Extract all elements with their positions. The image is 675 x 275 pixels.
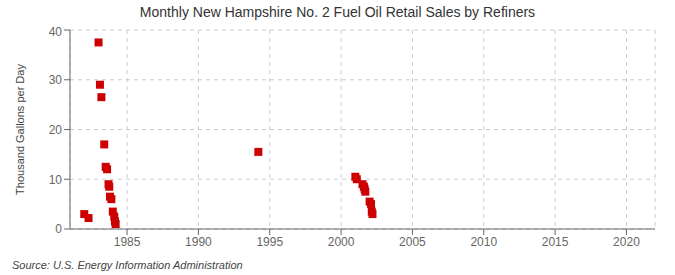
svg-text:0: 0	[55, 222, 62, 236]
svg-text:2000: 2000	[328, 235, 355, 249]
svg-text:20: 20	[49, 123, 63, 137]
svg-text:10: 10	[49, 173, 63, 187]
svg-text:2005: 2005	[399, 235, 426, 249]
svg-text:1990: 1990	[185, 235, 212, 249]
html-text:Source: U.S. Energy Informatio: Source: U.S. Energy Information Administ…	[12, 259, 243, 271]
svg-text:2015: 2015	[542, 235, 569, 249]
svg-text:40: 40	[49, 25, 63, 39]
svg-text:30: 30	[49, 73, 63, 87]
svg-text:2010: 2010	[470, 235, 497, 249]
svg-text:2020: 2020	[613, 235, 640, 249]
svg-text:1985: 1985	[114, 235, 141, 249]
svg-text:Thousand Gallons per Day: Thousand Gallons per Day	[14, 64, 26, 195]
svg-text:1995: 1995	[256, 235, 283, 249]
html-text:Monthly New Hampshire No. 2 Fu: Monthly New Hampshire No. 2 Fuel Oil Ret…	[139, 4, 536, 20]
